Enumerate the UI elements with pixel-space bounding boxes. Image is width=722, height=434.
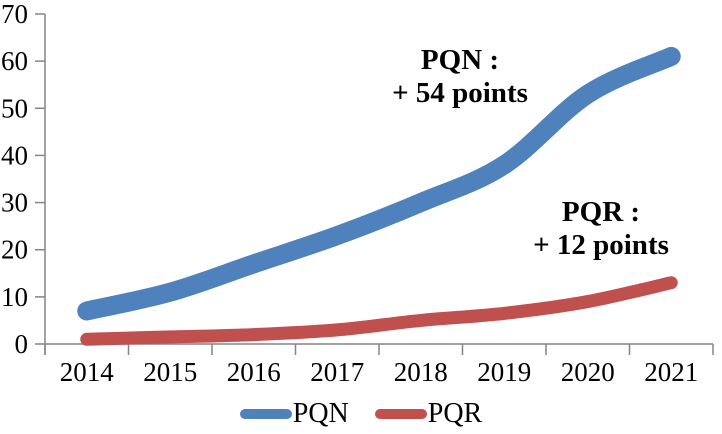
- annotation-pqn: PQN : + 54 points: [392, 44, 528, 110]
- x-axis-tick-label: 2014: [60, 357, 115, 387]
- annotation-pqr-line2: + 12 points: [533, 229, 669, 261]
- y-axis-tick-label: 70: [1, 0, 28, 29]
- x-axis-tick-label: 2021: [644, 357, 698, 387]
- legend-label-pqr: PQR: [427, 398, 483, 429]
- pqr-line-swatch-icon: [374, 409, 427, 419]
- annotation-pqn-line2: + 54 points: [392, 77, 528, 109]
- x-axis-tick-label: 2015: [143, 357, 197, 387]
- x-axis-tick-label: 2020: [561, 357, 615, 387]
- y-axis-tick-label: 40: [1, 140, 28, 170]
- y-axis-tick-label: 10: [1, 282, 28, 312]
- x-axis-tick-label: 2017: [310, 357, 364, 387]
- series-line-pqn: [77, 46, 681, 321]
- y-axis-tick-label: 50: [1, 93, 28, 123]
- x-axis-tick-label: 2016: [227, 357, 281, 387]
- x-axis-tick-label: 2018: [394, 357, 448, 387]
- y-axis-tick-label: 0: [15, 329, 29, 359]
- annotation-pqr: PQR : + 12 points: [533, 196, 669, 262]
- y-axis-tick-label: 60: [1, 46, 28, 76]
- y-axis-tick-label: 30: [1, 188, 28, 218]
- y-axis-tick-label: 20: [1, 235, 28, 265]
- annotation-pqn-line1: PQN :: [420, 44, 500, 76]
- annotation-pqr-line1: PQR :: [561, 196, 641, 228]
- legend-item-pqr: PQR: [374, 398, 483, 429]
- x-axis-tick-label: 2019: [477, 357, 531, 387]
- legend-label-pqn: PQN: [292, 398, 349, 429]
- series-line-pqr: [80, 276, 678, 346]
- legend-item-pqn: PQN: [239, 398, 349, 429]
- pqn-line-swatch-icon: [239, 409, 292, 419]
- legend: PQN PQR: [0, 399, 722, 429]
